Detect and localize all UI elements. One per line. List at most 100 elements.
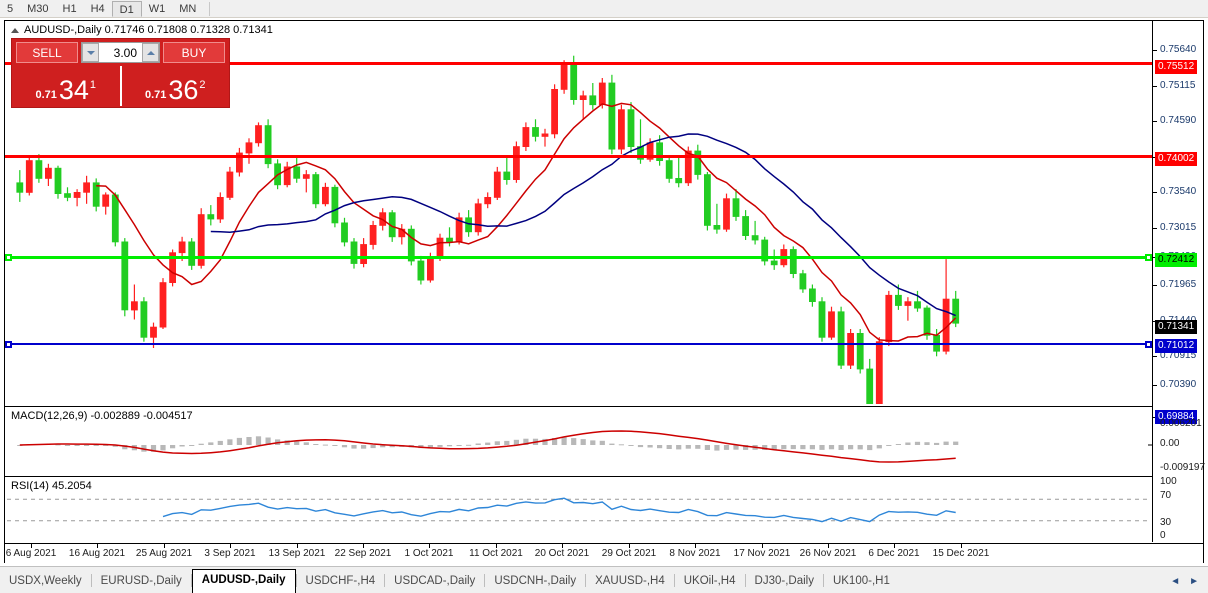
level-handle-support-blue-1[interactable] bbox=[5, 341, 12, 348]
price-level-tag[interactable]: 0.71012 bbox=[1155, 339, 1198, 353]
volume-decrease-button[interactable] bbox=[82, 43, 99, 62]
chart-tab-usdcad--daily[interactable]: USDCAD-,Daily bbox=[394, 575, 476, 587]
price-tick-mark bbox=[1153, 86, 1157, 87]
chart-tab-xauusd--h4[interactable]: XAUUSD-,H4 bbox=[595, 575, 665, 587]
price-tick-mark bbox=[1153, 385, 1157, 386]
tab-separator bbox=[190, 574, 192, 587]
buy-price-display[interactable]: 0.71 36 2 bbox=[119, 66, 230, 106]
date-axis-label: 6 Dec 2021 bbox=[868, 548, 920, 559]
price-tick-label: 0.73540 bbox=[1160, 186, 1197, 197]
chart-tab-usdx-weekly[interactable]: USDX,Weekly bbox=[9, 575, 82, 587]
price-tick-mark bbox=[1153, 228, 1157, 229]
timeframe-button-w1[interactable]: W1 bbox=[148, 2, 166, 15]
date-tick-mark bbox=[762, 544, 763, 548]
price-scale[interactable]: 0.756400.751150.745900.740650.735400.730… bbox=[1152, 21, 1206, 542]
price-level-tag[interactable]: 0.74002 bbox=[1155, 152, 1198, 166]
toolbar-separator bbox=[209, 1, 211, 16]
date-axis: 6 Aug 2021 16 Aug 2021 25 Aug 2021 3 Sep 20… bbox=[5, 543, 1203, 563]
chart-tab-usdcnh--daily[interactable]: USDCNH-,Daily bbox=[494, 575, 577, 587]
tab-separator bbox=[744, 574, 746, 587]
date-tick-mark bbox=[164, 544, 165, 548]
date-axis-label: 13 Sep 2021 bbox=[268, 548, 326, 559]
level-line-support-blue-1[interactable] bbox=[5, 343, 1152, 345]
volume-increase-button[interactable] bbox=[142, 43, 159, 62]
price-level-tag[interactable]: 0.75512 bbox=[1155, 60, 1198, 74]
level-line-support-green[interactable] bbox=[5, 256, 1152, 259]
chevron-down-icon bbox=[86, 50, 95, 55]
chart-title-bar: AUDUSD-,Daily 0.71746 0.71808 0.71328 0.… bbox=[11, 24, 273, 36]
volume-stepper[interactable]: 3.00 bbox=[81, 42, 160, 63]
date-axis-label: 16 Aug 2021 bbox=[68, 548, 126, 559]
macd-tick-label: -0.009197 bbox=[1160, 462, 1206, 473]
timeframe-button-5[interactable]: 5 bbox=[7, 2, 14, 15]
level-handle-right-support-blue-1[interactable] bbox=[1145, 341, 1152, 348]
chart-tab-bar: USDX,Weekly EURUSD-,Daily AUDUSD-,Daily USD… bbox=[0, 566, 1208, 593]
date-tick-mark bbox=[894, 544, 895, 548]
chart-frame: AUDUSD-,Daily 0.71746 0.71808 0.71328 0.… bbox=[4, 20, 1206, 563]
buy-button[interactable]: BUY bbox=[163, 42, 225, 63]
tab-navigation: ◄ ► bbox=[1170, 576, 1208, 593]
timeframe-button-mn[interactable]: MN bbox=[179, 2, 197, 15]
level-handle-support-green[interactable] bbox=[5, 254, 12, 261]
chart-symbol-ohlc: AUDUSD-,Daily 0.71746 0.71808 0.71328 0.… bbox=[24, 24, 273, 36]
price-tick-label: 0.74590 bbox=[1160, 115, 1197, 126]
date-axis-label: 6 Aug 2021 bbox=[5, 548, 57, 559]
timeframe-button-m30[interactable]: M30 bbox=[27, 2, 49, 15]
buy-price-pips: 36 bbox=[168, 75, 199, 105]
price-tick-mark bbox=[1153, 192, 1157, 193]
timeframe-toolbar: 5 M30 H1 H4 D1 W1 MN bbox=[0, 0, 1208, 18]
date-tick-mark bbox=[828, 544, 829, 548]
sell-price-fraction: 1 bbox=[89, 79, 97, 91]
chart-tab-dj30--daily[interactable]: DJ30-,Daily bbox=[754, 575, 814, 587]
chart-tab-ukoil--h4[interactable]: UKOil-,H4 bbox=[683, 575, 736, 587]
price-level-tag[interactable]: 0.71341 bbox=[1155, 320, 1198, 334]
chart-tab-audusd--daily[interactable]: AUDUSD-,Daily bbox=[191, 569, 296, 593]
date-axis-label: 17 Nov 2021 bbox=[733, 548, 791, 559]
date-tick-mark bbox=[562, 544, 563, 548]
macd-label: MACD(12,26,9) -0.002889 -0.004517 bbox=[11, 410, 193, 422]
collapse-triangle-icon[interactable] bbox=[11, 27, 19, 33]
price-level-tag[interactable]: 0.69884 bbox=[1155, 410, 1198, 424]
date-axis-label: 11 Oct 2021 bbox=[469, 548, 523, 559]
price-tick-label: 0.70915 bbox=[1160, 350, 1197, 361]
timeframe-button-d1[interactable]: D1 bbox=[111, 0, 142, 17]
tab-prev-arrow-icon[interactable]: ◄ bbox=[1170, 576, 1181, 587]
date-tick-mark bbox=[429, 544, 430, 548]
date-axis-label: 8 Nov 2021 bbox=[669, 548, 721, 559]
timeframe-button-h1[interactable]: H1 bbox=[62, 2, 77, 15]
tab-separator bbox=[384, 574, 386, 587]
sell-button[interactable]: SELL bbox=[16, 42, 78, 63]
buy-price-fraction: 2 bbox=[199, 79, 206, 91]
price-tick-label: 0.70390 bbox=[1160, 379, 1197, 390]
tab-separator bbox=[673, 574, 675, 587]
tab-separator bbox=[295, 574, 297, 587]
chart-tab-usdchf--h4[interactable]: USDCHF-,H4 bbox=[305, 575, 376, 587]
chart-tab-uk100--h1[interactable]: UK100-,H1 bbox=[832, 575, 890, 587]
level-handle-right-support-green[interactable] bbox=[1145, 254, 1152, 261]
sell-price-display[interactable]: 0.71 34 1 bbox=[12, 66, 120, 106]
rsi-tick-label: 0 bbox=[1160, 530, 1166, 541]
level-line-resistance-lower[interactable] bbox=[5, 155, 1152, 158]
date-tick-mark bbox=[961, 544, 962, 548]
chevron-up-icon bbox=[146, 50, 155, 55]
price-tick-label: 0.75640 bbox=[1160, 44, 1197, 55]
date-axis-label: 20 Oct 2021 bbox=[534, 548, 590, 559]
buy-price-big-figure: 0.71 bbox=[144, 89, 167, 101]
price-tick-mark bbox=[1153, 50, 1157, 51]
chart-tab-eurusd--daily[interactable]: EURUSD-,Daily bbox=[100, 575, 182, 587]
one-click-trading-panel[interactable]: SELL 3.00 BUY 0.71 34 1 bbox=[11, 38, 230, 108]
level-line-resistance-upper[interactable] bbox=[5, 62, 1152, 65]
timeframe-button-h4[interactable]: H4 bbox=[90, 2, 105, 15]
date-axis-label: 15 Dec 2021 bbox=[932, 548, 990, 559]
rsi-tick-label: 30 bbox=[1160, 517, 1172, 528]
date-axis-label: 1 Oct 2021 bbox=[404, 548, 454, 559]
price-tick-label: 0.71965 bbox=[1160, 279, 1197, 290]
date-axis-label: 29 Oct 2021 bbox=[601, 548, 657, 559]
price-level-tag[interactable]: 0.72412 bbox=[1155, 253, 1198, 267]
sell-price-big-figure: 0.71 bbox=[35, 89, 57, 101]
macd-pane[interactable]: MACD(12,26,9) -0.002889 -0.004517 bbox=[5, 406, 1152, 474]
rsi-pane[interactable]: RSI(14) 45.2054 bbox=[5, 476, 1152, 542]
volume-input[interactable]: 3.00 bbox=[113, 45, 137, 60]
tab-next-arrow-icon[interactable]: ► bbox=[1189, 576, 1199, 587]
date-axis-label: 25 Aug 2021 bbox=[135, 548, 193, 559]
